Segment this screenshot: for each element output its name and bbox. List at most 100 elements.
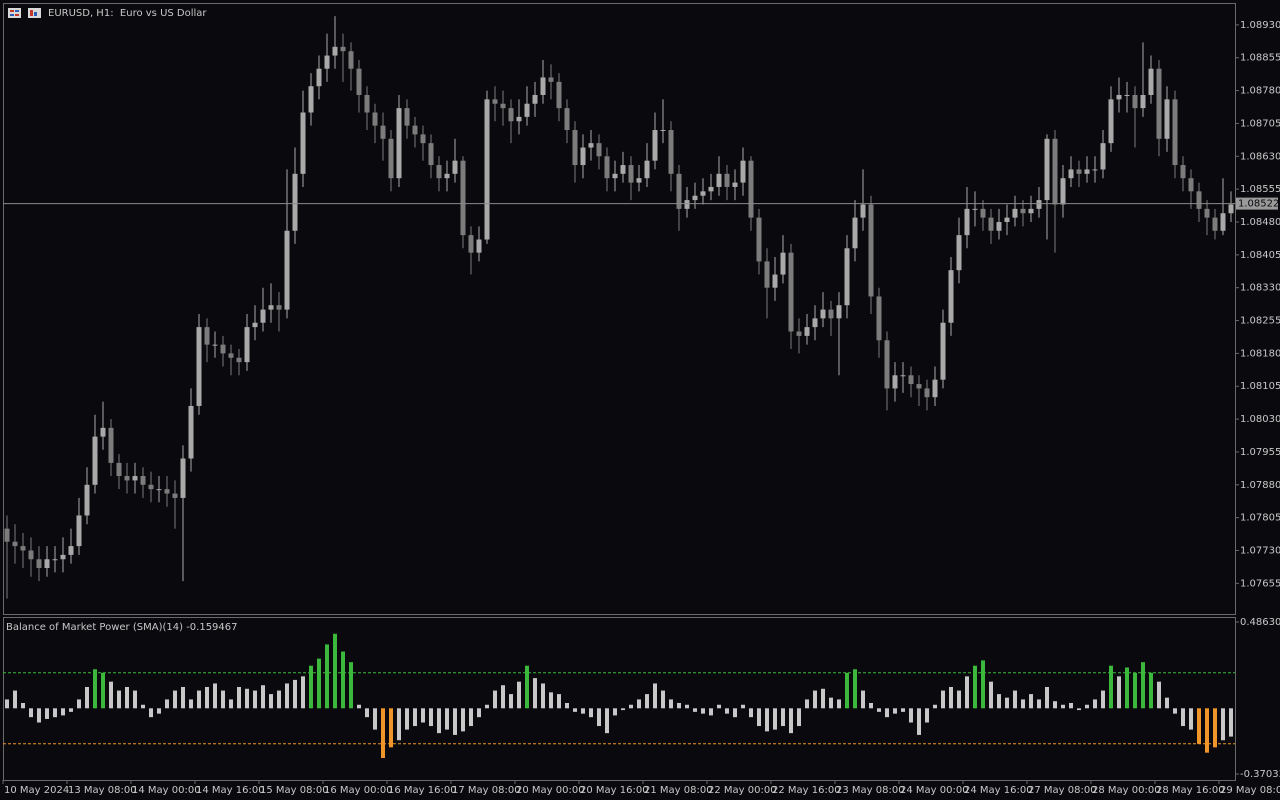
candle-body xyxy=(420,134,426,144)
candle-body xyxy=(468,235,474,253)
bar xyxy=(397,708,401,741)
candle-body xyxy=(20,546,26,551)
candle-body xyxy=(524,103,530,117)
y-tick-label: 1.08930 xyxy=(1240,20,1280,31)
bar xyxy=(1181,708,1185,727)
bar xyxy=(661,690,665,709)
candle-body xyxy=(180,458,186,498)
bar xyxy=(909,708,913,723)
bar xyxy=(285,683,289,709)
candle-body xyxy=(244,327,250,363)
x-tick-label: 20 May 00:00 xyxy=(516,785,585,796)
candle-body xyxy=(756,217,762,262)
x-tick-label: 27 May 08:00 xyxy=(1028,785,1097,796)
y-tick-label: 1.08405 xyxy=(1240,250,1280,261)
bar xyxy=(1157,681,1161,709)
chart-title: EURUSD, H1: Euro vs US Dollar xyxy=(48,8,207,19)
bar xyxy=(501,685,505,709)
candle-body xyxy=(812,318,818,328)
candle-body xyxy=(804,327,810,336)
bar xyxy=(445,708,449,730)
bar xyxy=(549,692,553,709)
bar xyxy=(253,690,257,709)
candle-body xyxy=(532,94,538,104)
bar xyxy=(221,690,225,709)
bar xyxy=(941,690,945,709)
bar xyxy=(309,665,313,709)
bar xyxy=(989,681,993,709)
indicator-title: Balance of Market Power (SMA)(14) -0.159… xyxy=(6,622,238,633)
candle-body xyxy=(324,55,330,69)
candle-body xyxy=(284,230,290,310)
candle-body xyxy=(172,493,178,498)
bar xyxy=(1061,704,1065,709)
candle-body xyxy=(1196,191,1202,209)
bar xyxy=(485,704,489,709)
bar xyxy=(165,699,169,709)
candle-body xyxy=(460,160,466,236)
candle-body xyxy=(620,165,626,174)
candle-body xyxy=(148,484,154,490)
bar xyxy=(645,694,649,709)
candle-body xyxy=(1124,94,1130,96)
bar xyxy=(461,708,465,732)
candle-body xyxy=(580,147,586,166)
candle-body xyxy=(820,309,826,319)
bar xyxy=(1205,708,1209,753)
candle-body xyxy=(660,130,666,132)
y-tick-label: 1.08255 xyxy=(1240,316,1280,327)
candle-body xyxy=(1156,68,1162,139)
candle-body xyxy=(636,178,642,183)
candle-body xyxy=(276,305,282,310)
bar xyxy=(1053,701,1057,709)
candle-body xyxy=(796,331,802,336)
candle-body xyxy=(740,160,746,183)
bar xyxy=(765,708,769,732)
bar xyxy=(805,699,809,709)
candle-body xyxy=(564,108,570,131)
bar xyxy=(653,683,657,709)
y-tick-label: -0.370331 xyxy=(1240,769,1280,780)
candle-body xyxy=(132,476,138,481)
bar xyxy=(37,708,41,723)
bar xyxy=(669,699,673,709)
bar xyxy=(621,708,625,711)
candle-body xyxy=(748,160,754,218)
bar xyxy=(605,708,609,734)
candle-body xyxy=(700,191,706,196)
bar xyxy=(181,687,185,709)
bar xyxy=(1109,665,1113,709)
candle-body xyxy=(988,217,994,231)
bar xyxy=(949,687,953,709)
candle-body xyxy=(836,305,842,319)
bar xyxy=(981,660,985,709)
candle-body xyxy=(116,462,122,477)
candle-body xyxy=(1012,208,1018,218)
candle-body xyxy=(188,405,194,459)
candle-body xyxy=(268,305,274,310)
bar xyxy=(597,708,601,727)
candle-body xyxy=(348,51,354,69)
bar xyxy=(245,688,249,709)
current-price-box xyxy=(1236,197,1278,210)
candle-body xyxy=(228,353,234,358)
candle-body xyxy=(1028,208,1034,214)
candle-body xyxy=(764,261,770,288)
candle-body xyxy=(1052,138,1058,205)
candle-body xyxy=(652,130,658,161)
bar xyxy=(901,708,905,712)
bar xyxy=(141,704,145,709)
bar xyxy=(269,694,273,709)
y-tick-label: 1.07880 xyxy=(1240,480,1280,491)
bar xyxy=(741,704,745,709)
bar xyxy=(325,644,329,709)
candle-body xyxy=(516,116,522,122)
candle-body xyxy=(76,515,82,547)
y-tick-label: 1.08330 xyxy=(1240,283,1280,294)
candle-body xyxy=(892,375,898,389)
bar xyxy=(149,708,153,718)
candle-body xyxy=(1076,169,1082,174)
candle-body xyxy=(916,384,922,389)
